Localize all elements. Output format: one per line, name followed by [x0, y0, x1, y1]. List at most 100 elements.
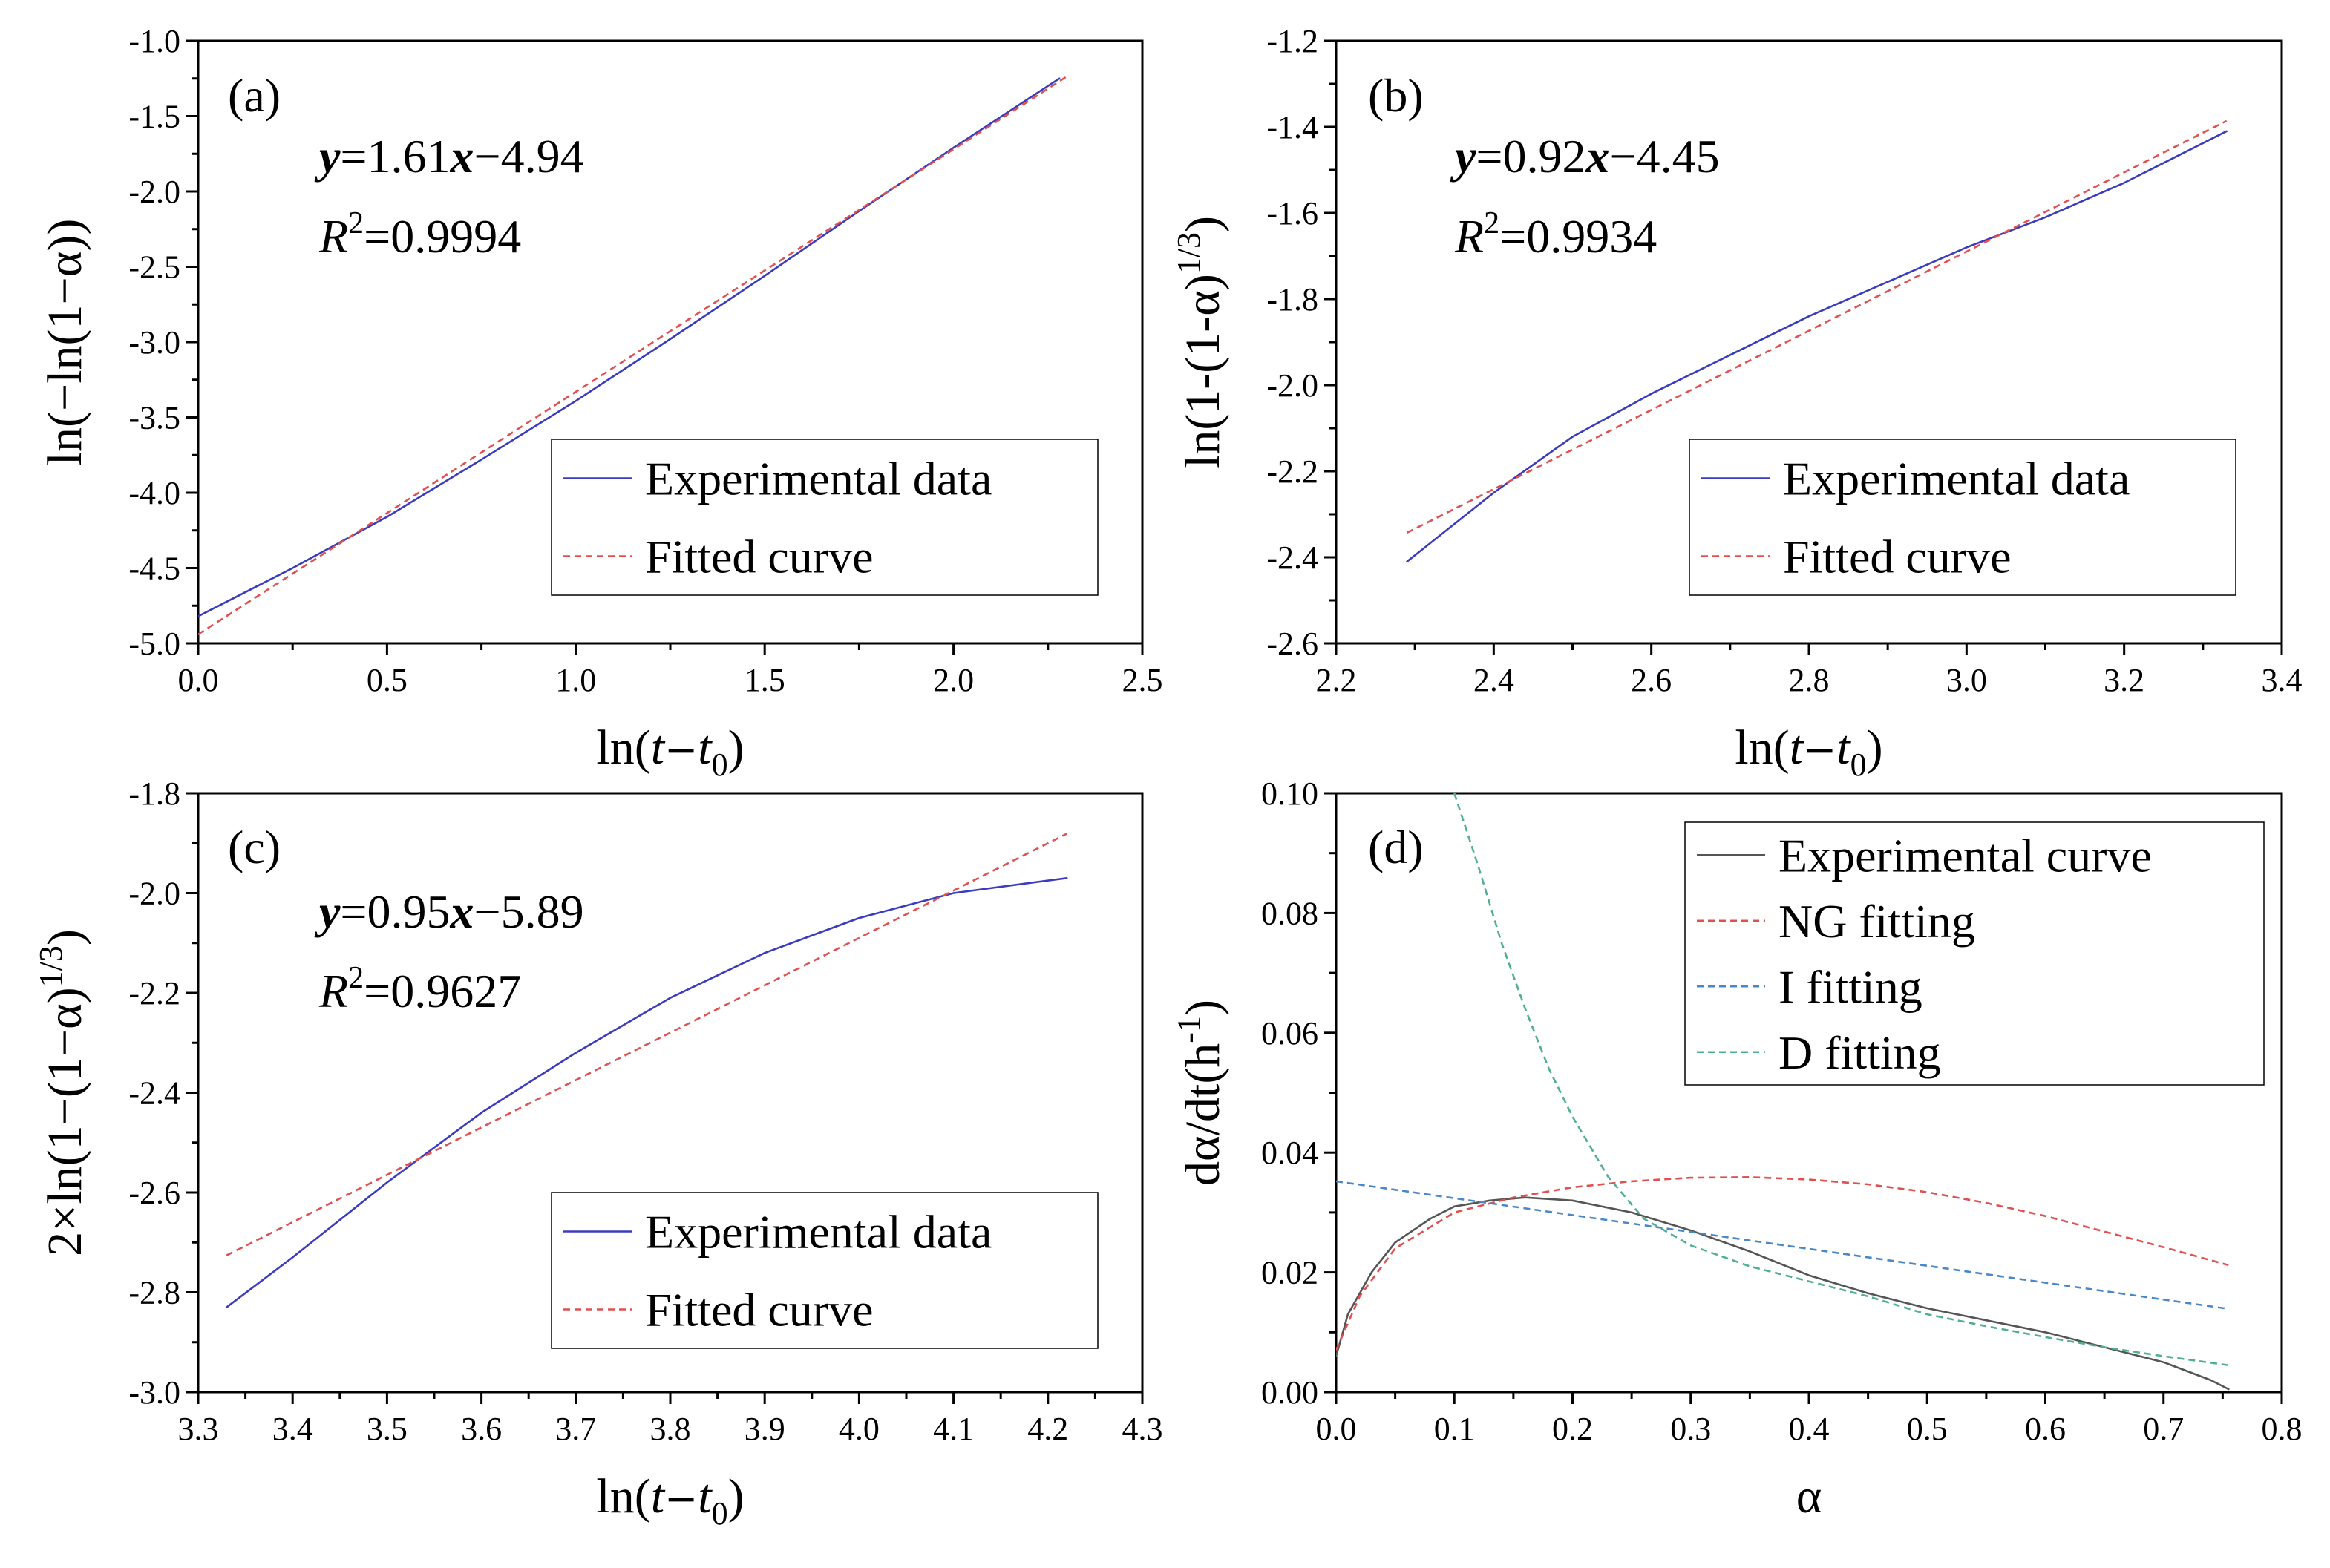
y-axis-label: ln(1-(1-α)1/3) — [1171, 216, 1230, 468]
y-tick-label: -1.4 — [1266, 109, 1318, 145]
panel-label: (d) — [1368, 821, 1424, 873]
panel-label: (b) — [1368, 69, 1424, 122]
y-tick-label: -2.4 — [128, 1075, 180, 1112]
y-tick-label: -4.5 — [128, 551, 180, 587]
x-tick-label: 0.0 — [178, 662, 219, 698]
series-line-experimental-data — [225, 877, 1068, 1308]
y-tick-label: -2.2 — [1266, 453, 1318, 490]
y-tick-label: -1.0 — [128, 23, 180, 59]
y-tick-label: -1.8 — [1266, 281, 1318, 318]
series-line-experimental-data — [1406, 130, 2228, 563]
series-group — [198, 76, 1067, 635]
x-tick-label: 4.0 — [839, 1411, 880, 1447]
series-line-experimental-curve — [1336, 1196, 2230, 1391]
legend: Experimental data Fitted curve — [551, 1192, 1099, 1349]
y-tick-label: -2.6 — [1266, 626, 1318, 662]
y-tick-label: -2.0 — [1266, 367, 1318, 404]
legend: Experimental data Fitted curve — [551, 439, 1099, 596]
y-axis-label: ln(−ln(1−α)) — [38, 219, 92, 466]
x-tick-label: 3.3 — [178, 1411, 219, 1447]
x-tick-label: 1.0 — [555, 662, 596, 698]
x-tick-label: 1.5 — [745, 662, 785, 698]
y-tick-label: -3.0 — [128, 1374, 180, 1411]
r-squared: R2=0.9934 — [1454, 206, 1657, 263]
legend-label: Fitted curve — [645, 531, 873, 583]
legend-box — [551, 1192, 1099, 1349]
x-axis-label: ln(t−t0) — [1735, 721, 1882, 783]
panel-d: 0.0 0.1 0.2 0.3 0.4 0.5 0.6 0.7 0.8 0.00 0.02 0.04 0… — [1171, 775, 2303, 1523]
legend-label: Experimental curve — [1778, 829, 2152, 882]
legend-label: D fitting — [1778, 1026, 1941, 1079]
legend-box — [551, 439, 1099, 596]
y-axis-label: dα/dt(h-1) — [1171, 1000, 1230, 1186]
y-tick-label: 0.10 — [1261, 775, 1318, 812]
x-tick-label: 3.0 — [1946, 662, 1987, 698]
y-tick-label: -2.6 — [128, 1175, 180, 1211]
r-squared: R2=0.9994 — [318, 206, 521, 263]
x-tick-label: 3.2 — [2104, 662, 2144, 698]
panel-c: 3.3 3.4 3.5 3.6 3.7 3.8 3.9 4.0 4.1 4.2 4.3 -3.0 -2.… — [33, 775, 1163, 1532]
x-tick-label: 3.9 — [745, 1411, 785, 1447]
x-tick-label: 3.7 — [555, 1411, 596, 1447]
y-tick-label: -1.8 — [128, 775, 180, 812]
y-tick-label: 0.04 — [1261, 1135, 1318, 1171]
legend-box — [1684, 821, 2265, 1086]
x-tick-label: 4.3 — [1122, 1411, 1163, 1447]
fit-equation: y=1.61x−4.94 — [314, 130, 584, 183]
x-tick-label: 0.7 — [2143, 1411, 2184, 1447]
y-tick-label: -2.0 — [128, 876, 180, 912]
series-line-fitted-curve — [226, 833, 1067, 1256]
x-axis-label: α — [1796, 1469, 1822, 1523]
panel-label: (a) — [228, 69, 281, 122]
series-line-fitted-curve — [1406, 119, 2228, 534]
x-tick-label: 3.6 — [461, 1411, 502, 1447]
legend-label: I fitting — [1778, 960, 1922, 1013]
series-group — [1406, 119, 2228, 563]
x-tick-label: 2.2 — [1316, 662, 1357, 698]
legend: Experimental data Fitted curve — [1689, 439, 2236, 596]
legend-label: Experimental data — [645, 453, 992, 505]
legend-label: Experimental data — [1783, 453, 2130, 505]
y-axis-label: 2×ln(1−(1−α)1/3) — [33, 929, 92, 1256]
x-tick-label: 4.2 — [1027, 1411, 1068, 1447]
y-tick-label: -3.5 — [128, 400, 180, 436]
x-axis-label: ln(t−t0) — [596, 721, 744, 783]
y-tick-label: -1.6 — [1266, 195, 1318, 232]
x-tick-label: 4.1 — [933, 1411, 974, 1447]
x-tick-label: 0.6 — [2025, 1411, 2066, 1447]
x-tick-label: 3.5 — [367, 1411, 408, 1447]
series-line-i-fitting — [1336, 1180, 2229, 1311]
x-tick-label: 0.2 — [1552, 1411, 1593, 1447]
x-tick-label: 0.1 — [1434, 1411, 1475, 1447]
panel-label: (c) — [228, 821, 281, 873]
x-tick-label: 2.5 — [1122, 662, 1163, 698]
x-axis-label: ln(t−t0) — [596, 1469, 744, 1532]
y-tick-label: -1.2 — [1266, 23, 1318, 59]
y-tick-label: 0.06 — [1261, 1015, 1318, 1052]
legend-label: Experimental data — [645, 1206, 992, 1259]
x-tick-label: 3.8 — [650, 1411, 691, 1447]
legend-label: NG fitting — [1778, 895, 1975, 948]
y-tick-label: 0.00 — [1261, 1374, 1318, 1411]
legend-label: Fitted curve — [645, 1284, 873, 1336]
y-tick-label: -2.2 — [128, 975, 180, 1011]
y-tick-label: -1.5 — [128, 99, 180, 135]
x-tick-label: 0.5 — [1907, 1411, 1948, 1447]
x-tick-label: 0.3 — [1670, 1411, 1711, 1447]
x-tick-label: 0.0 — [1316, 1411, 1357, 1447]
series-line-ng-fitting — [1336, 1176, 2229, 1351]
y-tick-label: -2.5 — [128, 249, 180, 286]
y-tick-label: -2.0 — [128, 174, 180, 210]
x-tick-label: 0.5 — [367, 662, 408, 698]
panel-a: 0.0 0.5 1.0 1.5 2.0 2.5 -5.0 -4.5 -4.0 -3.5 -3.0 -2… — [38, 23, 1163, 783]
fit-equation: y=0.92x−4.45 — [1450, 130, 1720, 183]
series-group — [225, 833, 1068, 1308]
series-group — [1336, 793, 2230, 1391]
x-tick-label: 2.8 — [1789, 662, 1830, 698]
x-tick-label: 2.0 — [933, 662, 974, 698]
x-tick-label: 0.8 — [2262, 1411, 2303, 1447]
y-tick-label: -3.0 — [128, 324, 180, 361]
y-tick-label: -2.4 — [1266, 539, 1318, 576]
y-tick-label: 0.02 — [1261, 1255, 1318, 1291]
